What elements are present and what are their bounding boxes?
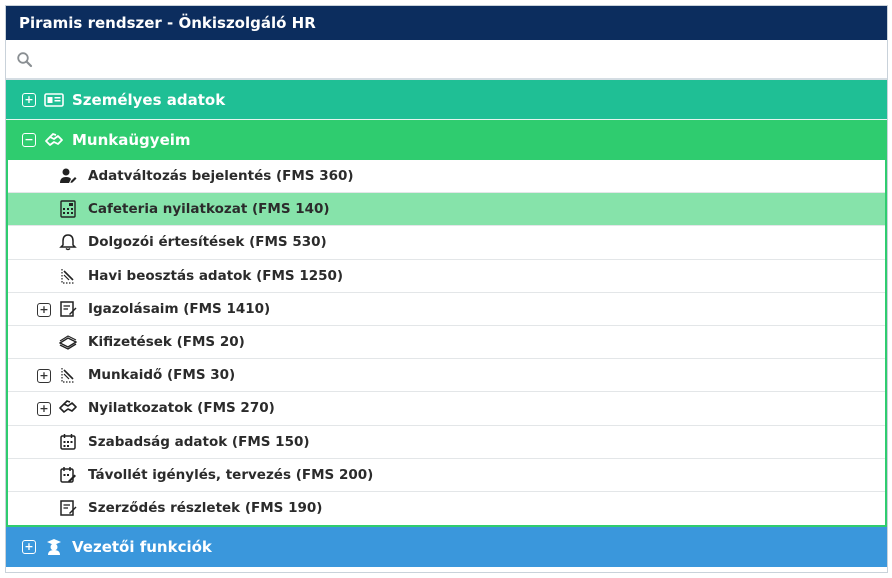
group-munkaugyeim[interactable]: − Munkaügyeim xyxy=(6,120,887,160)
user-edit-icon xyxy=(60,168,77,183)
manager-icon xyxy=(47,539,61,556)
list-item[interactable]: Adatváltozás bejelentés (FMS 360) xyxy=(8,160,885,194)
certificate-icon xyxy=(60,301,77,317)
list-item[interactable]: + Igazolásaim (FMS 1410) xyxy=(8,293,885,326)
list-item[interactable]: Havi beosztás adatok (FMS 1250) xyxy=(8,260,885,293)
group-vezetoi-funkciok[interactable]: + Vezetői funkciók xyxy=(6,527,887,568)
expand-toggle[interactable]: + xyxy=(37,302,51,317)
item-label: Adatváltozás bejelentés (FMS 360) xyxy=(88,168,354,184)
search-input[interactable] xyxy=(40,46,870,74)
app-title: Piramis rendszer - Önkiszolgáló HR xyxy=(6,6,887,40)
expand-toggle[interactable]: + xyxy=(22,93,36,107)
group-label: Munkaügyeim xyxy=(72,131,191,149)
list-item[interactable]: Dolgozói értesítések (FMS 530) xyxy=(8,226,885,260)
calendar-edit-icon xyxy=(60,466,76,483)
list-item[interactable]: Szerződés részletek (FMS 190) xyxy=(8,492,885,525)
expand-toggle[interactable]: + xyxy=(37,402,51,417)
munkaugyeim-items: Adatváltozás bejelentés (FMS 360) Cafete… xyxy=(6,160,887,528)
calendar-icon xyxy=(60,433,76,450)
group-szemelyes-adatok[interactable]: + Személyes adatok xyxy=(6,80,887,120)
item-label: Igazolásaim (FMS 1410) xyxy=(88,300,271,317)
list-item[interactable]: Kifizetések (FMS 20) xyxy=(8,326,885,360)
item-label: Munkaidő (FMS 30) xyxy=(88,367,236,384)
item-label: Szabadság adatok (FMS 150) xyxy=(88,433,310,450)
group-label: Vezetői funkciók xyxy=(72,538,212,557)
group-label: Személyes adatok xyxy=(72,91,226,109)
item-label: Dolgozói értesítések (FMS 530) xyxy=(88,234,327,251)
collapse-toggle[interactable]: − xyxy=(22,133,36,147)
handshake-icon xyxy=(45,132,63,146)
calculator-icon xyxy=(60,200,76,218)
id-card-icon xyxy=(44,93,64,107)
list-item[interactable]: Távollét igénylés, tervezés (FMS 200) xyxy=(8,459,885,492)
list-item-selected[interactable]: Cafeteria nyilatkozat (FMS 140) xyxy=(8,193,885,227)
search-icon xyxy=(17,52,33,68)
list-item[interactable]: + Nyilatkozatok (FMS 270) xyxy=(8,392,885,426)
search-bar xyxy=(6,40,887,80)
expand-toggle[interactable]: + xyxy=(37,369,51,384)
schedule-icon xyxy=(61,368,75,383)
item-label: Havi beosztás adatok (FMS 1250) xyxy=(88,267,344,284)
expand-toggle[interactable]: + xyxy=(22,540,36,555)
handshake-icon xyxy=(59,400,77,414)
item-label: Cafeteria nyilatkozat (FMS 140) xyxy=(88,201,330,218)
contract-icon xyxy=(60,500,77,516)
schedule-icon xyxy=(61,268,75,284)
item-label: Távollét igénylés, tervezés (FMS 200) xyxy=(88,466,374,483)
item-label: Kifizetések (FMS 20) xyxy=(88,333,245,350)
list-item[interactable]: Szabadság adatok (FMS 150) xyxy=(8,426,885,459)
hr-menu-panel: Piramis rendszer - Önkiszolgáló HR + Sze… xyxy=(5,5,888,573)
item-label: Szerződés részletek (FMS 190) xyxy=(88,499,323,516)
bell-icon xyxy=(59,234,77,251)
list-item[interactable]: + Munkaidő (FMS 30) xyxy=(8,359,885,393)
money-icon xyxy=(59,335,77,350)
item-label: Nyilatkozatok (FMS 270) xyxy=(88,400,275,417)
